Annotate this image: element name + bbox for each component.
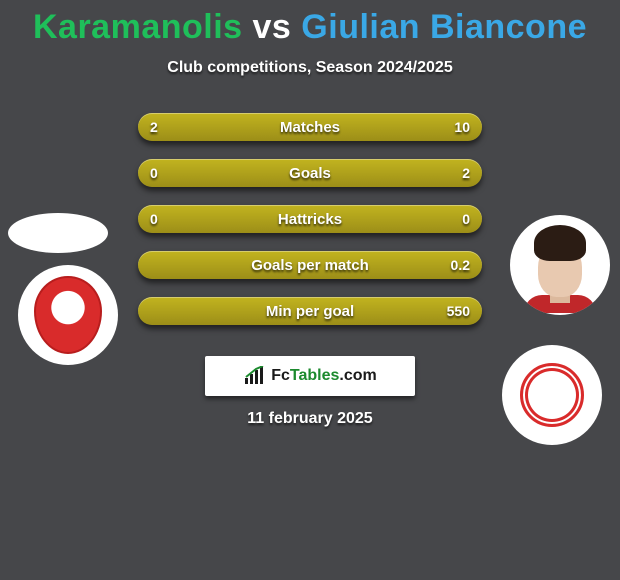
brand-fc: Fc bbox=[271, 367, 290, 384]
stat-label: Goals per match bbox=[138, 251, 482, 279]
player2-club-crest: ★ ★ ★ ★ bbox=[502, 345, 602, 445]
subtitle: Club competitions, Season 2024/2025 bbox=[0, 59, 620, 77]
stat-right-value: 0 bbox=[462, 205, 470, 233]
brand-badge: FcTables.com bbox=[205, 356, 415, 396]
stat-label: Matches bbox=[138, 113, 482, 141]
stat-bar-min-per-goal: Min per goal 550 bbox=[138, 297, 482, 325]
stat-right-value: 0.2 bbox=[451, 251, 470, 279]
stat-label: Min per goal bbox=[138, 297, 482, 325]
stat-bar-hattricks: 0 Hattricks 0 bbox=[138, 205, 482, 233]
stat-label: Goals bbox=[138, 159, 482, 187]
player1-avatar bbox=[8, 213, 108, 253]
brand-tables: Tables bbox=[290, 367, 340, 384]
stat-right-value: 550 bbox=[447, 297, 470, 325]
stat-right-value: 2 bbox=[462, 159, 470, 187]
comparison-title: Karamanolis vs Giulian Biancone bbox=[0, 0, 620, 47]
stat-label: Hattricks bbox=[138, 205, 482, 233]
comparison-arena: ★ ★ ★ ★ 2 Matches 10 0 Goals 2 0 Hattric… bbox=[0, 113, 620, 383]
stat-bar-goals: 0 Goals 2 bbox=[138, 159, 482, 187]
stat-right-value: 10 bbox=[454, 113, 470, 141]
brand-text: FcTables.com bbox=[271, 367, 377, 385]
vs-text: vs bbox=[243, 8, 302, 46]
brand-com: .com bbox=[339, 367, 376, 384]
player1-club-crest bbox=[18, 265, 118, 365]
stat-bar-goals-per-match: Goals per match 0.2 bbox=[138, 251, 482, 279]
player1-name: Karamanolis bbox=[33, 8, 243, 46]
date: 11 february 2025 bbox=[0, 410, 620, 428]
player2-name: Giulian Biancone bbox=[301, 8, 587, 46]
bar-chart-icon bbox=[243, 366, 267, 386]
stat-bar-matches: 2 Matches 10 bbox=[138, 113, 482, 141]
player2-avatar bbox=[510, 215, 610, 315]
stat-bars: 2 Matches 10 0 Goals 2 0 Hattricks 0 Goa… bbox=[138, 113, 482, 343]
